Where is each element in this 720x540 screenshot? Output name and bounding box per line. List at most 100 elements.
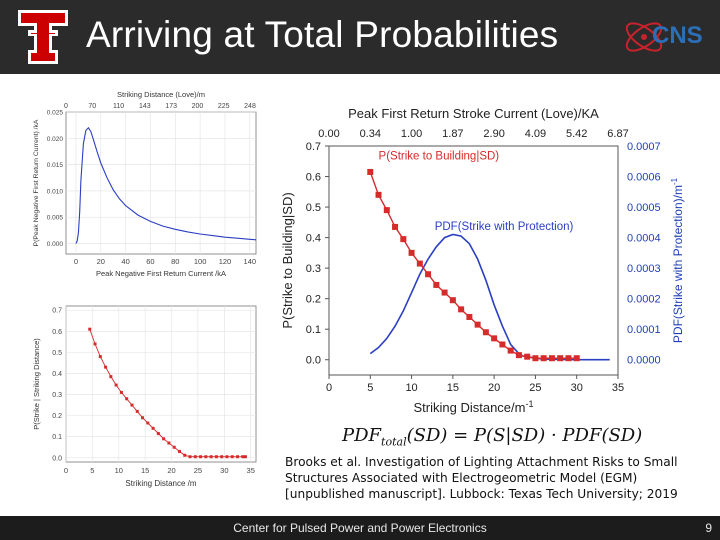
- y-tick-label: 0.7: [306, 141, 321, 153]
- y-tick-label: 0.6: [306, 172, 321, 184]
- y-tick-label: 0.020: [47, 136, 64, 143]
- y-tick-label: 0.000: [47, 241, 64, 248]
- data-point: [241, 455, 245, 459]
- series-line-strike-probability: [89, 329, 246, 458]
- strike-probability-chart: 0 5 10 15 20 25 30 35 0.0 0.1 0.2 0.3 0.4 0.5 0.6 0.7 St…: [32, 305, 257, 488]
- x-tick-label: 10: [405, 382, 417, 394]
- x-tick-label: 35: [612, 382, 624, 394]
- data-point: [109, 375, 113, 379]
- formula-rhs: = P(S|SD) · PDF(SD): [447, 425, 643, 446]
- texas-tech-logo-icon: [18, 10, 68, 64]
- top-axis-label: Peak First Return Stroke Current (Love)/…: [348, 106, 599, 121]
- data-point: [193, 455, 197, 459]
- data-point: [225, 455, 229, 459]
- top-tick-label: 6.87: [607, 128, 628, 140]
- data-point: [383, 207, 390, 214]
- slide-title: Arriving at Total Probabilities: [86, 14, 559, 55]
- data-point: [565, 355, 572, 362]
- x-tick-label: 0: [326, 382, 332, 394]
- data-point: [392, 223, 399, 230]
- y-tick-label: 0.4: [306, 233, 321, 245]
- data-point: [88, 327, 92, 331]
- right-y-tick-label: 0.0006: [627, 172, 661, 184]
- data-point: [243, 455, 247, 459]
- x-tick-label: 20: [167, 466, 175, 475]
- data-point: [433, 281, 440, 288]
- plot-frame: [328, 145, 619, 376]
- x-tick-label: 140: [244, 257, 257, 266]
- data-point: [204, 455, 208, 459]
- formula-subscript: total: [381, 435, 407, 449]
- data-point: [209, 455, 213, 459]
- x-tick-label: 15: [447, 382, 459, 394]
- formula-lhs-arg: (SD): [406, 425, 448, 446]
- top-tick-label: 0: [64, 103, 68, 110]
- data-point: [151, 426, 155, 430]
- data-point: [524, 353, 531, 360]
- data-point: [482, 329, 489, 336]
- data-point: [114, 383, 118, 387]
- slide-header: Arriving at Total Probabilities CNS: [0, 0, 720, 74]
- x-tick-label: 35: [247, 466, 255, 475]
- top-axis-label: Striking Distance (Love)/m: [117, 90, 205, 99]
- data-point: [507, 347, 514, 354]
- data-point: [375, 191, 382, 198]
- right-y-tick-label: 0.0001: [627, 324, 661, 336]
- plot-frame: [65, 305, 257, 463]
- x-tick-label: 15: [141, 466, 149, 475]
- data-point: [441, 289, 448, 296]
- data-point: [540, 355, 547, 362]
- data-point: [125, 397, 129, 401]
- y-tick-label: 0.6: [52, 329, 62, 336]
- top-tick-label: 110: [113, 103, 124, 110]
- data-point: [491, 335, 498, 342]
- top-tick-label: 200: [192, 103, 204, 110]
- x-tick-label: 40: [121, 257, 129, 266]
- y-tick-label: 0.3: [52, 392, 62, 399]
- x-tick-label: 10: [115, 466, 123, 475]
- data-point: [408, 249, 415, 256]
- data-point: [199, 455, 203, 459]
- data-point: [130, 403, 134, 407]
- data-point: [367, 168, 374, 175]
- y-axis-label: P(Strike | Striking Distance): [32, 338, 41, 430]
- y-tick-label: 0.0: [306, 355, 321, 367]
- plot-frame: [65, 111, 257, 255]
- right-y-axis-label: PDF(Strike with Protection)/m-1: [670, 177, 685, 343]
- data-point: [230, 455, 234, 459]
- x-axis-label-sup: -1: [525, 399, 533, 409]
- data-point: [466, 313, 473, 320]
- right-y-tick-label: 0.0003: [627, 263, 661, 275]
- x-tick-label: 30: [220, 466, 228, 475]
- y-tick-label: 0.1: [52, 434, 62, 441]
- x-tick-label: 120: [219, 257, 232, 266]
- right-y-axis-label-sup: -1: [670, 177, 679, 185]
- top-tick-label: 70: [88, 103, 96, 110]
- x-axis-label: Striking Distance/m-1: [414, 399, 534, 415]
- y-tick-label: 0.1: [306, 324, 321, 336]
- data-point: [119, 390, 123, 394]
- y-tick-label: 0.4: [52, 371, 62, 378]
- x-tick-label: 5: [90, 466, 94, 475]
- cns-atom-logo-icon: [625, 22, 663, 52]
- top-tick-label: 1.87: [442, 128, 463, 140]
- y-tick-label: 0.010: [47, 188, 64, 195]
- x-tick-label: 100: [194, 257, 207, 266]
- data-point: [141, 416, 145, 420]
- right-y-tick-label: 0.0004: [627, 233, 661, 245]
- top-tick-label: 225: [218, 103, 230, 110]
- current-pdf-chart: 0 20 40 60 80 100 120 140 0.000 0.005 0.010 0.015 0.…: [33, 90, 257, 278]
- data-point: [416, 260, 423, 267]
- data-point: [449, 297, 456, 304]
- data-point: [474, 321, 481, 328]
- data-point: [104, 365, 108, 369]
- data-point: [499, 341, 506, 348]
- y-tick-label: 0.5: [52, 350, 62, 357]
- data-point: [172, 445, 176, 449]
- top-tick-label: 4.09: [525, 128, 546, 140]
- x-axis-label-text: Striking Distance/m: [414, 400, 526, 415]
- legend-label-blue: PDF(Strike with Protection): [435, 221, 574, 233]
- y-tick-label: 0.015: [47, 162, 64, 169]
- top-tick-label: 0.00: [318, 128, 339, 140]
